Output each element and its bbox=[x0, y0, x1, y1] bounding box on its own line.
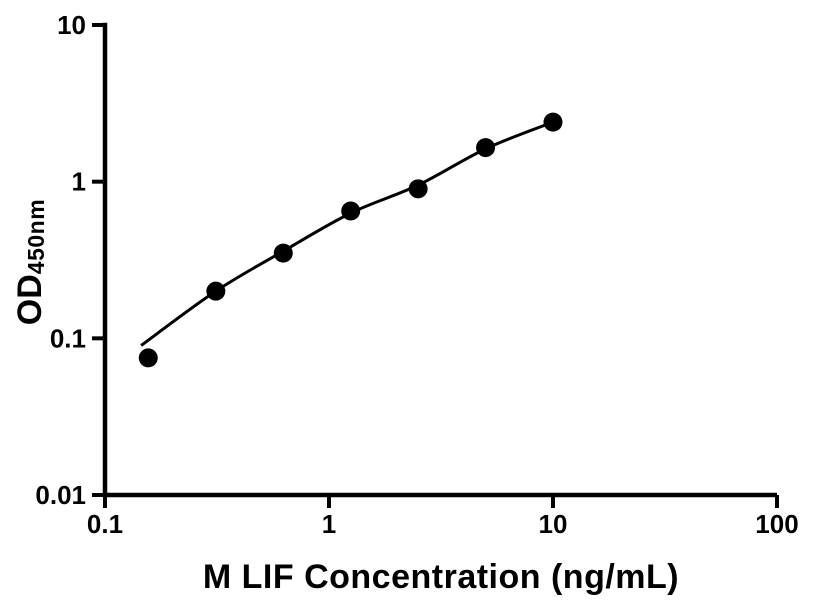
data-point bbox=[341, 201, 361, 221]
y-tick-label: 1 bbox=[72, 167, 86, 197]
x-tick-label: 10 bbox=[539, 509, 568, 539]
y-tick-label: 0.1 bbox=[50, 323, 86, 353]
data-point bbox=[476, 138, 496, 158]
data-point bbox=[408, 179, 428, 199]
axes bbox=[102, 22, 777, 498]
x-tick-label: 1 bbox=[322, 509, 336, 539]
y-axis-title-subscript: 450nm bbox=[23, 198, 49, 275]
data-point bbox=[273, 243, 293, 263]
y-tick-label: 10 bbox=[57, 10, 86, 40]
y-axis-title-main: OD bbox=[11, 274, 49, 326]
x-axis-title: M LIF Concentration (ng/mL) bbox=[202, 558, 680, 596]
y-tick-label: 0.01 bbox=[35, 480, 86, 510]
fit-curve bbox=[140, 120, 554, 347]
data-point bbox=[543, 112, 563, 132]
data-point bbox=[206, 281, 226, 301]
x-tick-label: 0.1 bbox=[87, 509, 123, 539]
data-point bbox=[138, 348, 158, 368]
x-tick-label: 100 bbox=[755, 509, 798, 539]
y-axis-title: OD450nm bbox=[8, 0, 52, 527]
